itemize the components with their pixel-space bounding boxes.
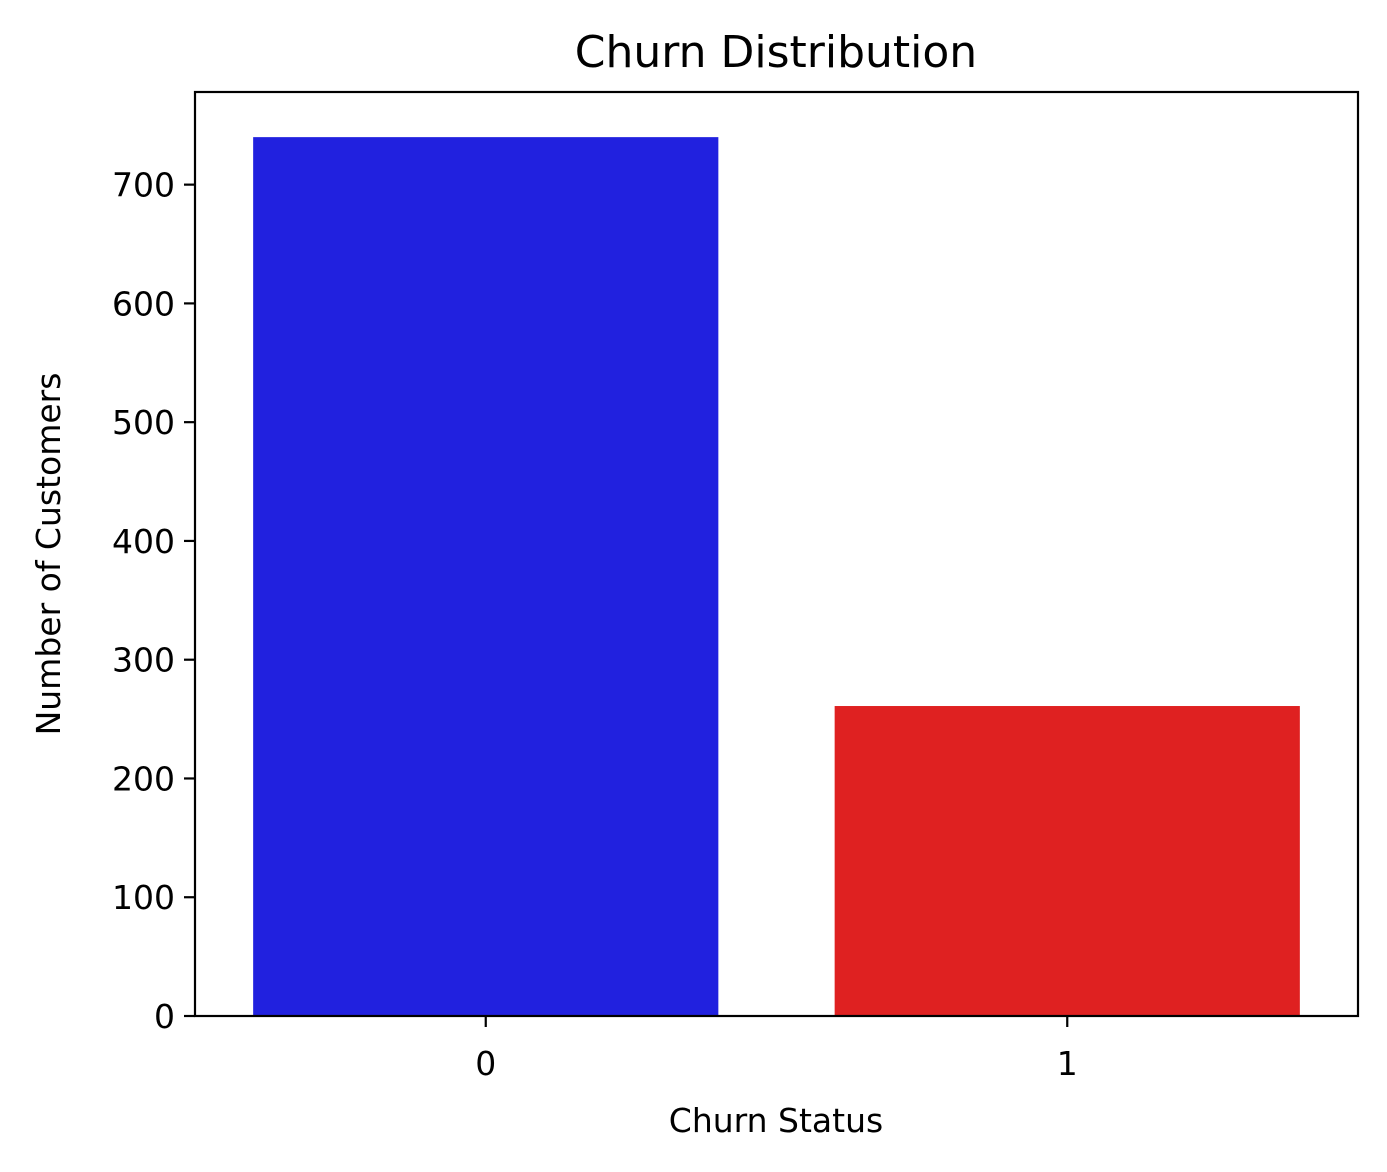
y-tick-label: 600	[112, 284, 175, 323]
x-tick-label: 1	[1057, 1044, 1078, 1083]
y-tick-label: 200	[112, 759, 175, 798]
y-tick-label: 0	[154, 997, 175, 1036]
bar-1	[834, 706, 1300, 1016]
y-tick-label: 400	[112, 522, 175, 561]
y-tick-label: 300	[112, 641, 175, 680]
x-tick-label: 0	[475, 1044, 496, 1083]
x-axis-label: Churn Status	[669, 1101, 883, 1140]
y-axis-ticks: 0 100 200 300 400 500 600 700	[112, 166, 195, 1036]
chart-title: Churn Distribution	[575, 27, 977, 78]
y-tick-label: 100	[112, 878, 175, 917]
bars	[253, 137, 1300, 1016]
y-tick-label: 500	[112, 403, 175, 442]
y-axis-label: Number of Customers	[29, 373, 68, 736]
plot-frame	[193, 90, 1360, 1018]
bar-0	[253, 137, 719, 1016]
y-tick-label: 700	[112, 166, 175, 205]
